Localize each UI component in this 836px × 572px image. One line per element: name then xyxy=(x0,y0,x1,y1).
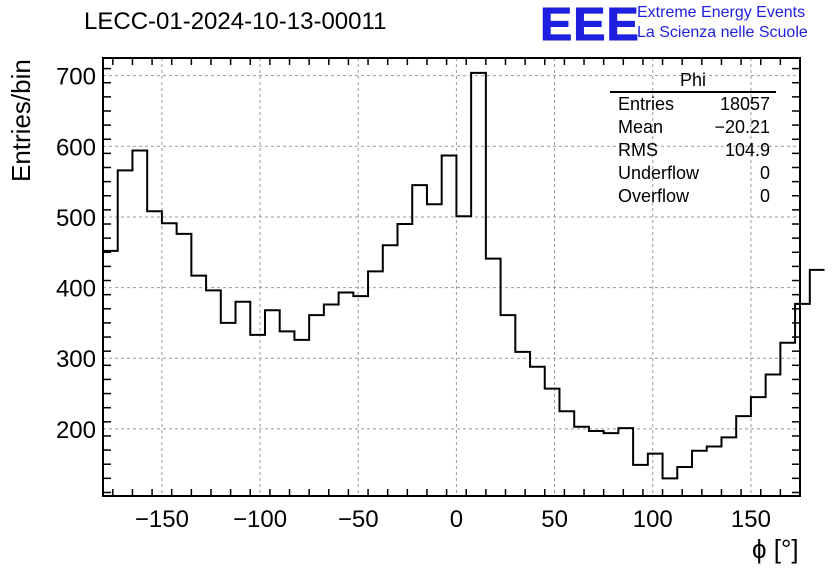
stats-row-underflow: Underflow 0 xyxy=(610,162,776,185)
x-tick-label: 0 xyxy=(450,506,463,533)
stats-row-overflow: Overflow 0 xyxy=(610,185,776,208)
x-tick-label: −100 xyxy=(233,506,287,533)
tick-labels: −150 −100 −50 0 50 100 150 200 300 400 500 600 700 xyxy=(56,64,771,533)
stats-value: −20.21 xyxy=(714,117,770,137)
x-tick-label: 100 xyxy=(633,506,673,533)
stats-label: Underflow xyxy=(618,163,700,183)
x-tick-label: −150 xyxy=(135,506,189,533)
y-tick-label: 600 xyxy=(56,134,96,161)
y-axis-label-box: Entries/bin xyxy=(4,59,36,182)
histogram-step-line xyxy=(103,71,825,480)
stats-row-entries: Entries 18057 xyxy=(610,93,776,116)
axis-ticks xyxy=(103,58,801,496)
stats-value: 0 xyxy=(759,163,770,183)
y-tick-label: 700 xyxy=(56,64,96,91)
plot-frame xyxy=(102,57,801,497)
stats-value: 0 xyxy=(759,186,770,206)
y-tick-label: 300 xyxy=(56,346,96,373)
x-tick-label: 150 xyxy=(731,506,771,533)
y-tick-label: 200 xyxy=(56,417,96,444)
eee-logo-mark: EEE xyxy=(539,0,640,50)
x-axis-label: ϕ [°] xyxy=(752,534,799,564)
logo-line-1: Extreme Energy Events xyxy=(637,4,806,21)
x-tick-label: −50 xyxy=(338,506,379,533)
x-tick-label: 50 xyxy=(541,506,568,533)
stats-label: Mean xyxy=(618,117,664,137)
grid-lines xyxy=(103,58,800,496)
chart-title: LECC-01-2024-10-13-00011 xyxy=(84,8,387,35)
stats-box: Phi Entries 18057 Mean −20.21 RMS 104.9 … xyxy=(610,70,776,208)
y-tick-label: 400 xyxy=(56,276,96,303)
stats-label: Overflow xyxy=(618,186,690,206)
stats-label: Entries xyxy=(618,94,675,114)
y-axis-label: Entries/bin xyxy=(6,59,36,182)
stats-row-mean: Mean −20.21 xyxy=(610,116,776,139)
y-tick-label: 500 xyxy=(56,205,96,232)
stats-value: 18057 xyxy=(719,94,770,114)
stats-row-rms: RMS 104.9 xyxy=(610,139,776,162)
stats-label: RMS xyxy=(618,140,658,160)
logo-line-2: La Scienza nelle Scuole xyxy=(637,24,808,41)
stats-value: 104.9 xyxy=(724,140,770,160)
stats-title: Phi xyxy=(610,70,776,93)
